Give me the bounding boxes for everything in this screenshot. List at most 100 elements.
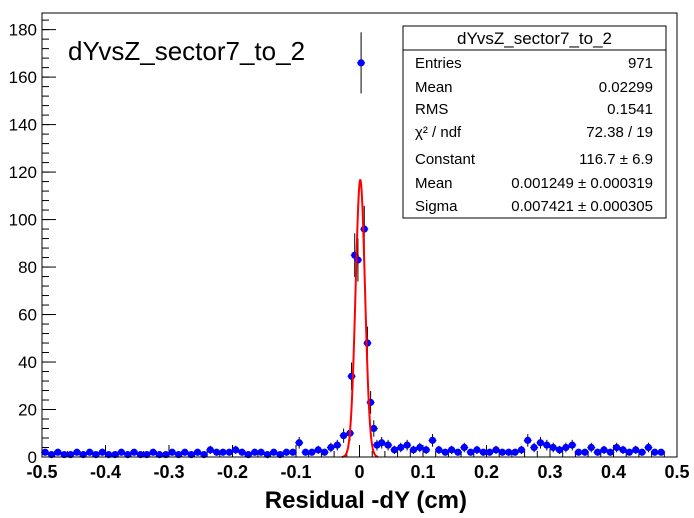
x-tick-label: -0.5 (26, 462, 57, 482)
x-tick-label: 0.5 (664, 462, 689, 482)
data-point (517, 445, 526, 454)
data-point (111, 451, 120, 459)
data-point (428, 434, 437, 447)
data-point (231, 445, 240, 454)
data-point (638, 448, 647, 456)
data-point (472, 445, 481, 454)
stats-rows: Entries 971 Mean 0.02299 RMS 0.1541 χ² / ndf 72… (415, 55, 653, 215)
data-point (631, 445, 640, 454)
x-tick-label: 0.3 (537, 462, 562, 482)
stats-box: dYvsZ_sector7_to_2 Entries 971 Mean 0.02299… (402, 25, 667, 219)
stats-row-value: 0.02299 (599, 79, 653, 96)
data-point (555, 445, 564, 454)
data-point (72, 448, 81, 456)
data-point (250, 448, 259, 456)
data-point (650, 448, 659, 456)
stats-row-value: 72.38 / 19 (586, 124, 653, 141)
data-point (606, 448, 615, 456)
data-point (593, 448, 602, 456)
data-point (460, 442, 469, 453)
data-point (288, 448, 297, 456)
data-point (542, 439, 551, 451)
data-point (149, 448, 158, 456)
x-tick-label: -0.1 (280, 462, 311, 482)
data-point (257, 448, 266, 456)
stats-row-value: 0.007421 ± 0.000305 (511, 198, 653, 215)
y-tick-label: 160 (9, 68, 37, 87)
data-point (441, 448, 450, 456)
data-point (187, 451, 196, 459)
data-point (282, 448, 291, 456)
data-point (79, 451, 88, 459)
stats-row-label: Mean (415, 175, 453, 192)
stats-row-label: Constant (415, 151, 476, 168)
data-point (180, 448, 189, 456)
stats-row-label: Mean (415, 79, 453, 96)
data-point (580, 448, 589, 456)
y-tick-label: 120 (9, 163, 37, 182)
data-point (530, 442, 539, 453)
data-point (587, 442, 596, 453)
data-point (41, 448, 50, 456)
y-tick-label: 140 (9, 116, 37, 135)
data-point (244, 451, 253, 459)
data-point (85, 448, 94, 456)
stats-row-value: 0.1541 (607, 101, 653, 118)
stats-row-value: 971 (628, 55, 653, 72)
stats-row-label: Entries (415, 55, 462, 72)
x-axis-title: Residual -dY (cm) (265, 487, 467, 514)
data-point (130, 448, 139, 456)
stats-row-value: 116.7 ± 6.9 (579, 151, 653, 168)
stats-row-label: Sigma (415, 198, 458, 215)
data-point (644, 442, 653, 453)
stats-row-label: χ² / ndf (415, 124, 462, 141)
data-point (625, 448, 634, 456)
gaussian-fit-curve (341, 179, 379, 458)
y-tick-label: 80 (18, 258, 37, 277)
x-tick-label: 0 (354, 462, 364, 482)
data-point (307, 448, 316, 456)
data-point (384, 439, 393, 451)
y-tick-label: 100 (9, 211, 37, 230)
stats-row-label: RMS (415, 101, 448, 118)
data-point (326, 442, 335, 453)
y-tick-label: 60 (18, 306, 37, 325)
data-point (390, 445, 399, 454)
data-point (479, 448, 488, 456)
data-point (142, 451, 151, 459)
data-point (47, 451, 56, 459)
data-point (269, 448, 278, 456)
data-point (396, 442, 405, 453)
y-tick-label: 40 (18, 353, 37, 372)
plot-label: dYvsZ_sector7_to_2 (68, 36, 305, 66)
plot-frame (41, 12, 678, 458)
data-point (511, 448, 520, 456)
data-point (403, 439, 412, 451)
data-point (314, 445, 323, 454)
x-tick-label: -0.2 (217, 462, 248, 482)
data-point (657, 448, 666, 456)
data-point (409, 445, 418, 454)
data-point (549, 442, 558, 453)
data-point (225, 448, 234, 456)
data-point (447, 445, 456, 454)
data-point (453, 448, 462, 456)
data-point (485, 448, 494, 456)
y-tick-label: 180 (9, 21, 37, 40)
data-point (295, 436, 304, 449)
x-tick-label: -0.4 (90, 462, 121, 482)
axes: -0.5 -0.4 -0.3 -0.2 -0.1 0 0.1 0.2 0.3 0.4 0.5 0 20 4… (9, 19, 690, 482)
x-tick-label: 0.4 (601, 462, 626, 482)
data-points (41, 32, 666, 459)
data-point (161, 451, 170, 459)
data-point (357, 32, 366, 94)
x-tick-label: 0.2 (474, 462, 499, 482)
data-point (422, 445, 431, 454)
x-tick-label: -0.3 (153, 462, 184, 482)
data-point (523, 434, 532, 447)
data-point (168, 448, 177, 456)
data-point (53, 448, 62, 456)
data-point (117, 448, 126, 456)
stats-box-title: dYvsZ_sector7_to_2 (457, 29, 612, 48)
